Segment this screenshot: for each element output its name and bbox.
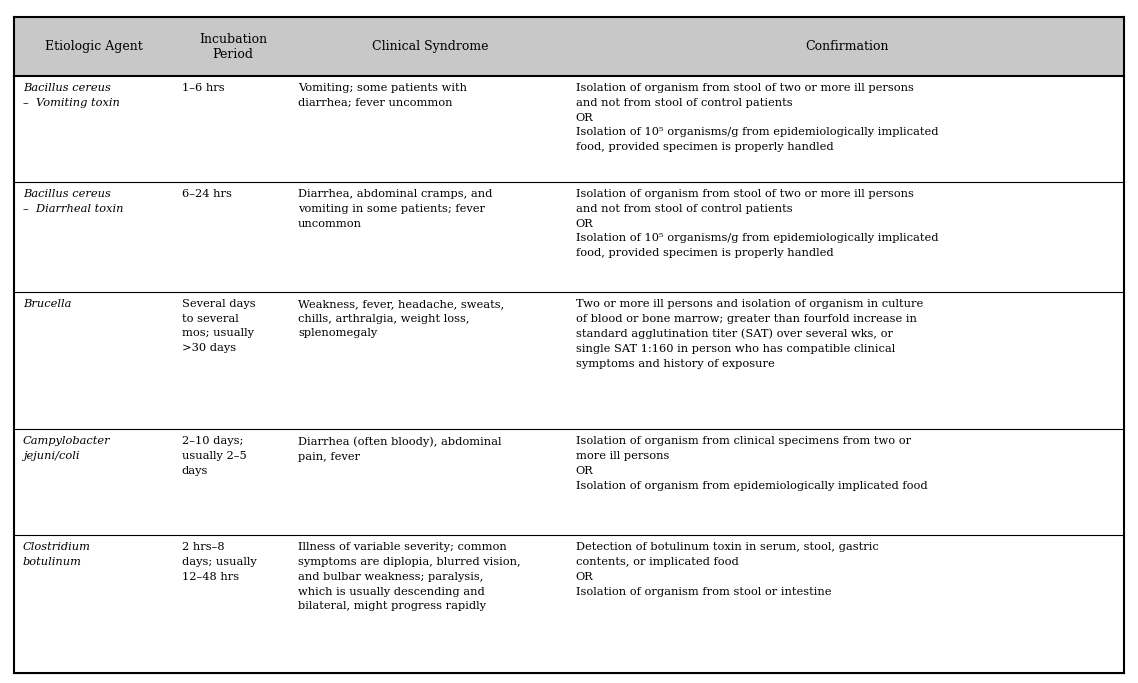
Text: 2 hrs–8
days; usually
12–48 hrs: 2 hrs–8 days; usually 12–48 hrs bbox=[182, 542, 256, 582]
Text: Bacillus cereus
–  Diarrheal toxin: Bacillus cereus – Diarrheal toxin bbox=[23, 189, 123, 214]
Text: Clinical Syndrome: Clinical Syndrome bbox=[372, 40, 488, 53]
Text: Illness of variable severity; common
symptoms are diplopia, blurred vision,
and : Illness of variable severity; common sym… bbox=[298, 542, 521, 611]
Text: Bacillus cereus
–  Vomiting toxin: Bacillus cereus – Vomiting toxin bbox=[23, 83, 119, 108]
Text: Brucella: Brucella bbox=[23, 299, 72, 309]
Text: Two or more ill persons and isolation of organism in culture
of blood or bone ma: Two or more ill persons and isolation of… bbox=[576, 299, 923, 369]
Text: Incubation
Period: Incubation Period bbox=[199, 33, 267, 61]
Text: Diarrhea (often bloody), abdominal
pain, fever: Diarrhea (often bloody), abdominal pain,… bbox=[298, 436, 502, 462]
Text: Confirmation: Confirmation bbox=[805, 40, 889, 53]
Text: Etiologic Agent: Etiologic Agent bbox=[46, 40, 143, 53]
Text: 6–24 hrs: 6–24 hrs bbox=[182, 189, 231, 199]
Text: Diarrhea, abdominal cramps, and
vomiting in some patients; fever
uncommon: Diarrhea, abdominal cramps, and vomiting… bbox=[298, 189, 493, 229]
Bar bbox=[14, 17, 1124, 76]
Text: Several days
to several
mos; usually
>30 days: Several days to several mos; usually >30… bbox=[182, 299, 255, 353]
Bar bbox=[14, 535, 1124, 673]
Text: 2–10 days;
usually 2–5
days: 2–10 days; usually 2–5 days bbox=[182, 436, 246, 476]
Bar bbox=[14, 76, 1124, 182]
Text: Weakness, fever, headache, sweats,
chills, arthralgia, weight loss,
splenomegaly: Weakness, fever, headache, sweats, chill… bbox=[298, 299, 504, 338]
Text: Vomiting; some patients with
diarrhea; fever uncommon: Vomiting; some patients with diarrhea; f… bbox=[298, 83, 468, 108]
Text: Isolation of organism from clinical specimens from two or
more ill persons
OR
Is: Isolation of organism from clinical spec… bbox=[576, 436, 927, 490]
Text: Isolation of organism from stool of two or more ill persons
and not from stool o: Isolation of organism from stool of two … bbox=[576, 189, 939, 258]
Bar bbox=[14, 430, 1124, 535]
Text: 1–6 hrs: 1–6 hrs bbox=[182, 83, 224, 93]
Bar bbox=[14, 182, 1124, 292]
Text: Detection of botulinum toxin in serum, stool, gastric
contents, or implicated fo: Detection of botulinum toxin in serum, s… bbox=[576, 542, 879, 596]
Bar bbox=[14, 292, 1124, 430]
Text: Campylobacter
jejuni/coli: Campylobacter jejuni/coli bbox=[23, 436, 110, 461]
Text: Clostridium
botulinum: Clostridium botulinum bbox=[23, 542, 91, 567]
Text: Isolation of organism from stool of two or more ill persons
and not from stool o: Isolation of organism from stool of two … bbox=[576, 83, 939, 152]
